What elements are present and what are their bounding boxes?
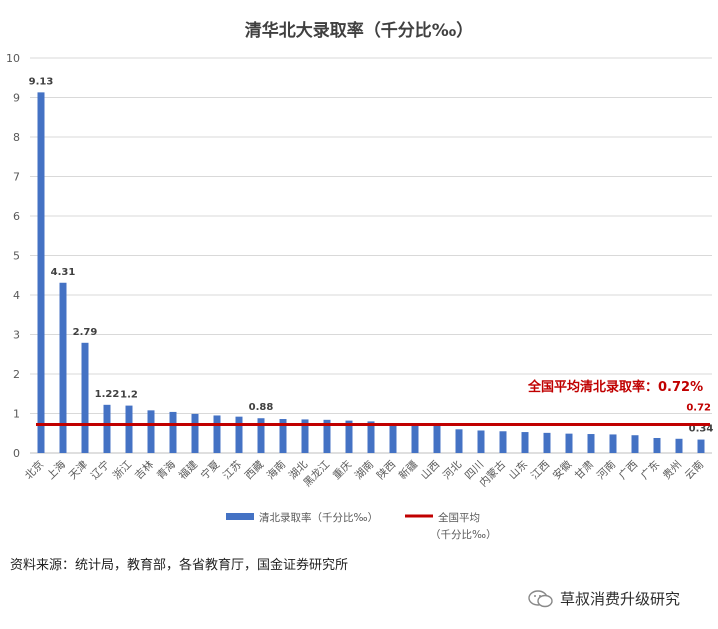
x-tick-label: 青海 [154, 458, 178, 482]
y-axis: 0 1 2 3 4 5 6 7 8 9 10 [6, 52, 20, 460]
x-tick-label: 安徽 [550, 458, 574, 482]
x-tick-label: 重庆 [330, 458, 354, 482]
x-tick-label: 贵州 [660, 458, 684, 482]
bar [345, 420, 353, 453]
data-label: 0.34 [689, 424, 714, 435]
watermark-text: 草叔消费升级研究 [560, 590, 681, 608]
bar [499, 431, 507, 453]
bar [653, 437, 661, 453]
legend: 清北录取率（千分比‰） 全国平均 （千分比‰） [226, 511, 497, 541]
bar [279, 419, 287, 453]
y-tick-label: 5 [13, 250, 20, 263]
x-tick-label: 海南 [264, 458, 288, 482]
bar [235, 416, 243, 453]
y-tick-label: 4 [13, 289, 20, 302]
x-tick-label: 浙江 [111, 458, 135, 482]
average-line-group: 0.72 [36, 403, 711, 427]
bar [191, 413, 199, 453]
x-tick-label: 辽宁 [88, 458, 112, 482]
bar [37, 92, 45, 454]
data-label: 1.22 [95, 389, 120, 400]
y-tick-label: 6 [13, 210, 20, 223]
legend-line-label-2: （千分比‰） [430, 528, 497, 541]
bar [411, 424, 419, 453]
bar [697, 439, 705, 453]
bar [367, 421, 375, 453]
x-tick-label: 河南 [594, 458, 618, 482]
average-annotation: 全国平均清北录取率：0.72% [527, 379, 703, 395]
data-label: 9.13 [29, 76, 54, 87]
average-value-label: 0.72 [686, 403, 711, 414]
x-tick-label: 宁夏 [198, 458, 222, 482]
wechat-icon [528, 589, 553, 607]
x-tick-label: 上海 [44, 458, 68, 482]
data-labels: 9.13 4.31 2.79 1.22 1.2 0.88 0.34 [29, 76, 714, 434]
bar [125, 405, 133, 453]
bar [59, 282, 67, 453]
bar [455, 429, 463, 453]
y-tick-label: 7 [13, 171, 20, 184]
x-tick-label: 北京 [22, 458, 46, 482]
bar [301, 419, 309, 453]
bar [323, 419, 331, 453]
bar [389, 424, 397, 453]
chart-title: 清华北大录取率（千分比‰） [245, 20, 473, 41]
data-label: 2.79 [73, 327, 98, 338]
legend-line-label: 全国平均 [438, 511, 480, 524]
x-tick-label: 黑龙江 [301, 458, 333, 490]
data-label: 1.2 [120, 390, 138, 401]
source-note: 资料来源：统计局，教育部，各省教育厅，国金证券研究所 [10, 558, 349, 573]
y-tick-label: 3 [13, 329, 20, 342]
bar [213, 415, 221, 453]
bar [631, 435, 639, 453]
bar [543, 432, 551, 453]
x-tick-label: 广东 [638, 458, 662, 482]
x-tick-label: 广西 [617, 459, 640, 482]
x-tick-label: 天津 [67, 458, 91, 482]
bar [147, 410, 155, 453]
x-tick-label: 甘肃 [572, 458, 596, 482]
bar [609, 434, 617, 453]
gridlines [30, 57, 712, 454]
bar [587, 434, 595, 453]
legend-bar-label: 清北录取率（千分比‰） [259, 511, 378, 524]
data-label: 4.31 [51, 267, 76, 278]
x-tick-label: 云南 [682, 458, 706, 482]
x-tick-label: 陕西 [374, 458, 398, 482]
bar [257, 418, 265, 453]
x-tick-label: 河北 [441, 458, 465, 482]
bar [169, 411, 177, 453]
y-tick-label: 0 [13, 447, 20, 460]
y-tick-label: 2 [13, 368, 20, 381]
y-tick-label: 9 [13, 92, 20, 105]
bar [103, 404, 111, 453]
x-tick-label: 新疆 [396, 458, 420, 482]
x-tick-label: 福建 [176, 458, 200, 482]
x-axis: 北京上海天津辽宁浙江吉林青海福建宁夏江苏西藏海南湖北黑龙江重庆湖南陕西新疆山西河… [22, 458, 706, 490]
y-tick-label: 8 [13, 131, 20, 144]
watermark: 草叔消费升级研究 [528, 588, 680, 609]
bar [81, 342, 89, 453]
x-tick-label: 山东 [506, 458, 530, 482]
x-tick-label: 山西 [419, 459, 442, 482]
x-tick-label: 江苏 [220, 458, 244, 482]
bars [37, 92, 705, 454]
x-tick-label: 西藏 [243, 458, 267, 482]
bar [477, 430, 485, 453]
bar [433, 425, 441, 453]
y-tick-label: 1 [13, 408, 20, 421]
x-tick-label: 湖南 [352, 458, 376, 482]
x-tick-label: 江西 [529, 459, 552, 482]
x-tick-label: 吉林 [132, 458, 156, 482]
bar [565, 433, 573, 453]
legend-bar-swatch [226, 513, 254, 520]
bar [521, 432, 529, 453]
y-tick-label: 10 [6, 52, 20, 65]
bar [675, 438, 683, 453]
data-label: 0.88 [249, 402, 274, 413]
